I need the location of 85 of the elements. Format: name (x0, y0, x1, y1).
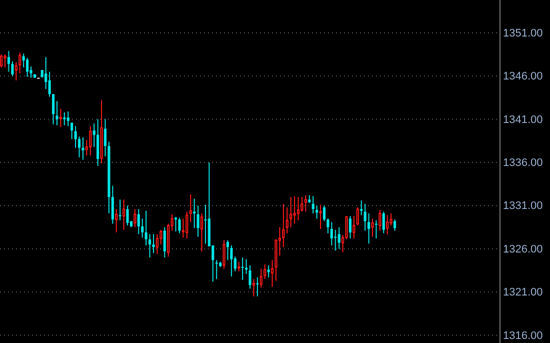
candlestick (56, 100, 58, 126)
candlestick (48, 71, 51, 98)
candlestick (293, 196, 296, 224)
candlestick (316, 205, 318, 220)
candlestick (282, 203, 285, 248)
candlestick (367, 212, 370, 244)
y-tick-label: 1351.00 (503, 27, 543, 40)
candlestick (178, 217, 181, 234)
candlestick (174, 216, 178, 232)
candlestick (378, 209, 382, 232)
candlestick (22, 53, 25, 68)
candlestick (141, 218, 144, 238)
candlestick (111, 185, 114, 224)
candlestick (322, 205, 326, 222)
candlestick (26, 57, 29, 78)
candlestick (115, 208, 118, 233)
candlestick (226, 240, 230, 261)
candlestick (215, 260, 218, 280)
candlestick (18, 52, 22, 74)
candlestick (352, 215, 356, 239)
candlestick (66, 110, 70, 127)
candlestick (296, 196, 300, 221)
candlestick (156, 234, 158, 255)
candlestick (382, 211, 385, 234)
candlestick (189, 194, 192, 223)
candlestick (70, 122, 74, 140)
candlestick (59, 108, 62, 128)
candlestick (386, 214, 389, 235)
candlestick (260, 268, 262, 288)
candlestick (182, 218, 184, 238)
candlestick (319, 204, 322, 230)
y-tick-label: 1341.00 (503, 114, 543, 126)
candlestick (52, 94, 55, 125)
candlestick (290, 196, 292, 228)
candlestick (92, 123, 96, 148)
candlestick (371, 218, 374, 238)
candlestick (304, 194, 307, 212)
candlestick (286, 206, 288, 234)
candlestick (74, 126, 77, 148)
candlestick (393, 218, 396, 232)
y-tick-label: 1331.00 (503, 200, 543, 212)
candlestick (241, 256, 244, 280)
candlestick (126, 205, 129, 226)
candlestick (348, 215, 352, 239)
candlestick (152, 234, 155, 254)
candlestick (338, 226, 340, 250)
candlestick (186, 211, 188, 239)
candlestick (360, 200, 363, 216)
candlestick (356, 206, 359, 226)
candlestick (374, 220, 378, 239)
candlestick (230, 244, 233, 277)
candlestick (364, 203, 366, 232)
candlestick (4, 54, 6, 68)
candlestick (390, 212, 392, 226)
candlestick (104, 118, 107, 157)
y-tick-label: 1336.00 (503, 156, 543, 169)
y-tick-label: 1326.00 (503, 243, 543, 256)
candlestick (252, 278, 256, 297)
y-tick-label: 1316.00 (503, 330, 543, 342)
candlestick (334, 229, 337, 252)
candlestick (78, 136, 81, 158)
candlestick (7, 50, 10, 72)
candlestick (330, 222, 333, 246)
candlestick (148, 234, 152, 258)
candlestick (264, 264, 266, 280)
candlestick (312, 196, 314, 214)
candlestick (89, 126, 92, 156)
candlestick (193, 198, 196, 229)
candlestick (11, 60, 14, 77)
candlestick (137, 208, 140, 235)
candlestick (118, 199, 122, 221)
candlestick (256, 276, 259, 297)
candlestick (222, 240, 226, 270)
candlestick (160, 229, 162, 246)
candlestick (238, 261, 240, 272)
candlestick (163, 226, 166, 258)
candlestick (134, 208, 136, 228)
candlestick (144, 210, 148, 246)
candlestick (122, 199, 126, 230)
candlestick (82, 136, 84, 160)
candlestick (204, 204, 207, 244)
y-tick-label: 1346.00 (503, 70, 543, 83)
candlestick (200, 212, 204, 252)
candlestick (267, 264, 270, 278)
y-tick-label: 1321.00 (503, 286, 543, 299)
